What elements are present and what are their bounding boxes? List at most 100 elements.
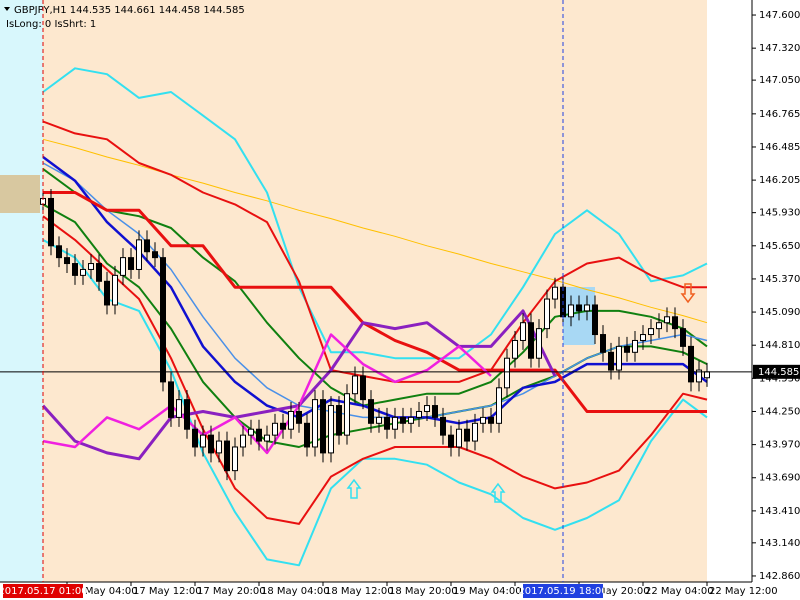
x-tick-label: 17 May 12:00 bbox=[133, 586, 202, 597]
candle-body bbox=[328, 405, 334, 454]
candle-body bbox=[536, 328, 542, 359]
x-tick-label: 19 May 20:00 bbox=[581, 586, 650, 597]
y-tick-label: 145.930 bbox=[759, 208, 800, 219]
status-text: IsLong: 0 IsShrt: 1 bbox=[6, 19, 96, 30]
candle-body bbox=[72, 263, 78, 276]
candle-body bbox=[256, 428, 262, 442]
candle-body bbox=[432, 405, 438, 418]
y-tick-label: 143.970 bbox=[759, 440, 800, 451]
candle-body bbox=[48, 197, 54, 247]
x-tick-label: 22 May 12:00 bbox=[709, 586, 778, 597]
candle-body bbox=[192, 428, 198, 448]
candle-body bbox=[528, 322, 534, 359]
candle-body bbox=[152, 251, 158, 259]
candle-body bbox=[440, 416, 446, 436]
candle-body bbox=[184, 399, 190, 430]
candle-body bbox=[280, 422, 286, 430]
y-tick-label: 147.600 bbox=[759, 10, 800, 21]
candle-body bbox=[168, 381, 174, 418]
chart-header: GBPJPY,H1 144.535 144.661 144.458 144.58… bbox=[14, 5, 245, 16]
marker-label-box bbox=[3, 584, 83, 598]
candle-body bbox=[656, 322, 662, 330]
candle-body bbox=[600, 334, 606, 353]
candle-body bbox=[368, 399, 374, 424]
candle-body bbox=[496, 387, 502, 424]
x-tick-label: 22 May 04:00 bbox=[645, 586, 714, 597]
up-arrow bbox=[346, 478, 362, 499]
candle-body bbox=[584, 304, 590, 312]
dropdown-icon bbox=[4, 7, 10, 11]
candle-body bbox=[304, 422, 310, 448]
candle-body bbox=[120, 257, 126, 276]
candle-body bbox=[504, 357, 510, 389]
candle-body bbox=[248, 428, 254, 436]
candle-body bbox=[296, 410, 302, 424]
indicator-line bbox=[43, 191, 707, 413]
y-tick-label: 142.860 bbox=[759, 571, 800, 582]
session-shade bbox=[43, 0, 707, 582]
candle-body bbox=[176, 399, 182, 418]
candle-body bbox=[632, 339, 638, 353]
candle-body bbox=[64, 257, 70, 265]
plot bbox=[40, 67, 710, 567]
y-tick-label: 144.810 bbox=[759, 340, 800, 351]
y-tick-label: 143.410 bbox=[759, 506, 800, 517]
candle-body bbox=[472, 422, 478, 442]
candle-body bbox=[424, 405, 430, 412]
candle-body bbox=[696, 369, 702, 383]
x-tick-label: 17 May 04:00 bbox=[69, 586, 138, 597]
candle-body bbox=[648, 328, 654, 336]
marker-label: 2017.05.19 18:00 bbox=[518, 586, 607, 597]
x-tick-label: 18 May 20:00 bbox=[389, 586, 458, 597]
x-tick-label: 18 May 04:00 bbox=[261, 586, 330, 597]
candle-body bbox=[56, 245, 62, 259]
y-tick-label: 144.530 bbox=[759, 373, 800, 384]
indicator-line bbox=[42, 120, 707, 383]
candle-body bbox=[664, 316, 670, 324]
candle-body bbox=[112, 274, 118, 306]
candle-body bbox=[208, 434, 214, 454]
candle-body bbox=[688, 345, 694, 383]
candle-body bbox=[520, 322, 526, 341]
candle-body bbox=[200, 434, 206, 448]
candle-body bbox=[128, 257, 134, 270]
indicator-line bbox=[42, 333, 492, 455]
x-tick-label: 18 May 12:00 bbox=[325, 586, 394, 597]
y-tick-label: 146.765 bbox=[759, 109, 800, 120]
indicator-line bbox=[42, 67, 708, 360]
y-tick-label: 145.370 bbox=[759, 274, 800, 285]
candle-body bbox=[512, 339, 518, 359]
indicator-line bbox=[42, 138, 708, 324]
y-tick-label: 146.485 bbox=[759, 142, 800, 153]
candle-body bbox=[704, 371, 710, 379]
candle-body bbox=[680, 328, 686, 347]
candle-body bbox=[144, 239, 150, 253]
x-tick-label: 19 May 04:00 bbox=[453, 586, 522, 597]
marker-label-box bbox=[523, 584, 603, 598]
candle-body bbox=[136, 239, 142, 270]
candle-body bbox=[544, 298, 550, 330]
left-shade bbox=[0, 0, 43, 582]
y-tick-label: 143.690 bbox=[759, 473, 800, 484]
candle-body bbox=[288, 410, 294, 430]
candle-body bbox=[360, 375, 366, 401]
y-tick-label: 145.650 bbox=[759, 241, 800, 252]
candle-body bbox=[552, 286, 558, 300]
indicator-line bbox=[42, 215, 708, 525]
candle-body bbox=[216, 440, 222, 454]
candle-body bbox=[312, 399, 318, 448]
y-tick-label: 143.140 bbox=[759, 538, 800, 549]
candle-body bbox=[240, 434, 246, 448]
candle-body bbox=[96, 263, 102, 282]
candle-body bbox=[224, 440, 230, 472]
candle-body bbox=[320, 399, 326, 454]
y-tick-label: 144.250 bbox=[759, 406, 800, 417]
candle-body bbox=[456, 428, 462, 448]
candle-body bbox=[88, 263, 94, 270]
candle-body bbox=[408, 416, 414, 424]
candle-body bbox=[568, 304, 574, 318]
candle-body bbox=[624, 345, 630, 353]
candle-body bbox=[576, 304, 582, 312]
up-arrow bbox=[490, 482, 506, 503]
